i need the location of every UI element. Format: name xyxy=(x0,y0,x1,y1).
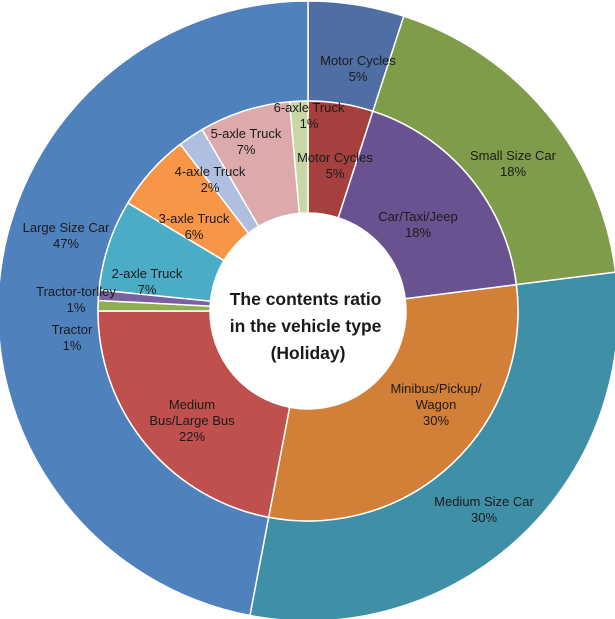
inner-label-3-axle-truck: 3-axle Truck 6% xyxy=(159,211,230,242)
inner-label-medium-bus-large-bus: Medium Bus/Large Bus 22% xyxy=(149,397,235,444)
outer-label-medium-size-car: Medium Size Car 30% xyxy=(434,494,534,525)
labels: Motor Cycles 5% Small Size Car 18% Medium Si… xyxy=(23,53,557,525)
chart-title: The contents ratio in the vehicle type (… xyxy=(230,289,387,363)
outer-label-large-size-car: Large Size Car 47% xyxy=(23,220,110,251)
inner-label-tractor-torlley: Tractor-torlley 1% xyxy=(36,284,116,315)
chart-title-line-1: The contents ratio xyxy=(230,289,382,309)
inner-label-motor-cycles: Motor Cycles 5% xyxy=(297,150,373,181)
inner-label-6-axle-truck: 6-axle Truck 1% xyxy=(274,100,345,131)
inner-label-tractor: Tractor 1% xyxy=(52,322,93,353)
inner-label-minibus-pickup-wagon: Minibus/Pickup/Wagon 30% xyxy=(390,381,481,428)
chart-title-line-2: in the vehicle type xyxy=(230,316,382,336)
inner-label-4-axle-truck: 4-axle Truck 2% xyxy=(175,164,246,195)
donut-hole xyxy=(210,213,406,409)
inner-label-5-axle-truck: 5-axle Truck 7% xyxy=(211,126,282,157)
inner-label-car-taxi-jeep: Car/Taxi/Jeep 18% xyxy=(378,209,457,240)
outer-label-motor-cycles: Motor Cycles 5% xyxy=(320,53,396,84)
outer-label-small-size-car: Small Size Car 18% xyxy=(470,148,557,179)
inner-label-2-axle-truck: 2-axle Truck 7% xyxy=(112,266,183,297)
chart-title-line-3: (Holiday) xyxy=(271,343,346,363)
